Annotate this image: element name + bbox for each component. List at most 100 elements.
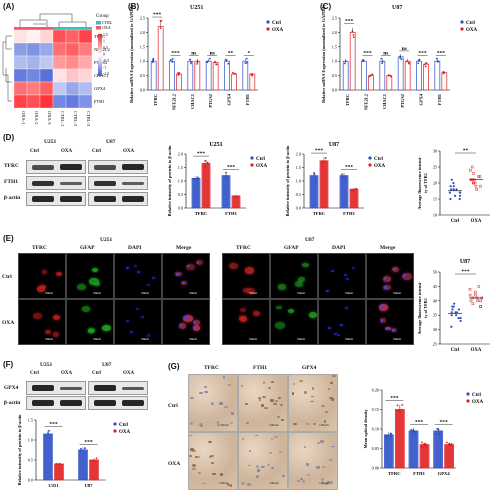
blot-row-label: FTH1 [4,179,19,185]
heatmap-cell [65,42,80,57]
x-tick-label: TFRC [195,211,208,216]
data-point [450,443,453,445]
y-axis-label: Average fluorescence intensi- [417,281,422,335]
cell-signal [147,334,151,337]
heatmap-cell [13,81,28,96]
y-tick-label: 0.5 [28,458,33,463]
scale-bar-label: 50um [249,291,257,295]
bar [416,60,422,91]
dendrogram-left [2,35,12,102]
y-axis-label: Mean optical density [363,409,368,449]
scale-bar-label: 100um [319,481,329,485]
stained-cell [270,466,274,470]
data-point [469,168,472,172]
data-point [458,194,462,197]
stained-cell [261,465,265,469]
panel-g-label: (G) [168,362,180,371]
heatmap-cell [13,55,28,70]
stained-cell [224,405,229,409]
western-blot-f: U251 U87 Ctrl OXA Ctrl OXA GPX4 β-actin [0,362,160,413]
stained-cell [205,391,208,394]
bar [157,26,164,91]
data-point [459,316,462,320]
blot-band [32,400,54,406]
stained-cell [327,481,331,484]
scale-bar-label: 100um [269,481,279,485]
heatmap-cell [65,55,80,70]
data-point [405,60,408,63]
data-point [450,311,453,314]
y-tick-label: 1.5 [28,418,33,423]
blot-band [60,400,82,406]
immunofluorescence-grid: U251 U87 TFRC GFAP DAPI Merge TFRC GFAP DAPI Merg… [0,236,414,356]
micrograph: 50um [318,253,366,299]
bar [368,75,374,91]
color-scale [98,34,102,76]
y-tick-label: 0.00 [372,466,379,471]
stained-cell [291,392,295,395]
stained-cell [257,397,262,399]
ihc-row-label: OXA [168,461,181,467]
cell-signal [53,314,61,320]
cell-signal [295,281,304,287]
data-point [234,196,237,198]
significance-label: *** [345,18,354,24]
blot-band [122,164,144,170]
stained-cell [223,376,226,380]
y-tick-label: 0.10 [372,427,379,432]
data-point [423,63,426,66]
bar [397,56,404,91]
significance-label: ns [383,51,388,57]
heatmap-sample-label: OXA-3 [47,111,52,125]
blot-lane-label: Ctrl [30,371,39,376]
stained-cell [255,434,259,437]
cell-signal [40,285,46,290]
y-tick-label: 0.0 [296,206,301,211]
micrograph: 50um [222,299,270,345]
cell-signal [333,333,337,336]
heatmap-cell [78,42,93,57]
heatmap-cell [78,68,93,83]
data-point [479,184,482,188]
bar-fill [54,464,64,480]
y-tick-label: 1.0 [332,59,337,64]
cell-signal [183,315,193,322]
chart-d-u87: 0.0 0.5 1.0 1.5 2.0 Relative intensity of pro… [285,142,386,216]
micrograph: 50um [66,253,114,299]
heatmap-cell [26,94,41,109]
data-point [206,161,209,164]
data-point [197,176,199,179]
cell-signal [53,332,60,337]
blot-band [32,196,54,202]
heatmap-cell [13,68,28,83]
data-point [250,73,252,75]
stained-cell [311,387,315,390]
micrograph: 50um [18,299,66,345]
if-channel-label: TFRC [32,245,47,251]
cell-signal [382,276,392,283]
legend-label: Ctrl [472,393,481,398]
cell-signal [133,265,137,268]
bar [249,73,256,91]
data-point [343,62,346,65]
dendrogram-top [19,13,87,28]
data-point [434,433,437,435]
heatmap-sample-label: OXA-1 [21,111,26,125]
if-channel-label: DAPI [128,245,142,251]
stained-cell [317,442,321,445]
if-cellline-label: U87 [305,237,315,243]
data-point [213,61,216,64]
cell-signal [252,310,261,316]
legend-label: OXA [102,25,111,30]
data-point [48,429,50,432]
stained-cell [199,391,203,395]
scale-bar-label: 50um [345,291,353,295]
stained-cell [331,445,335,448]
cell-signal [383,285,391,291]
y-tick-label: 10 [433,213,437,218]
data-point [412,430,415,433]
stained-cell [192,464,196,468]
scale-bar-label: 100um [219,481,229,485]
x-tick-label: FTH1 [437,94,442,105]
blot-lane-label: Ctrl [30,149,39,154]
